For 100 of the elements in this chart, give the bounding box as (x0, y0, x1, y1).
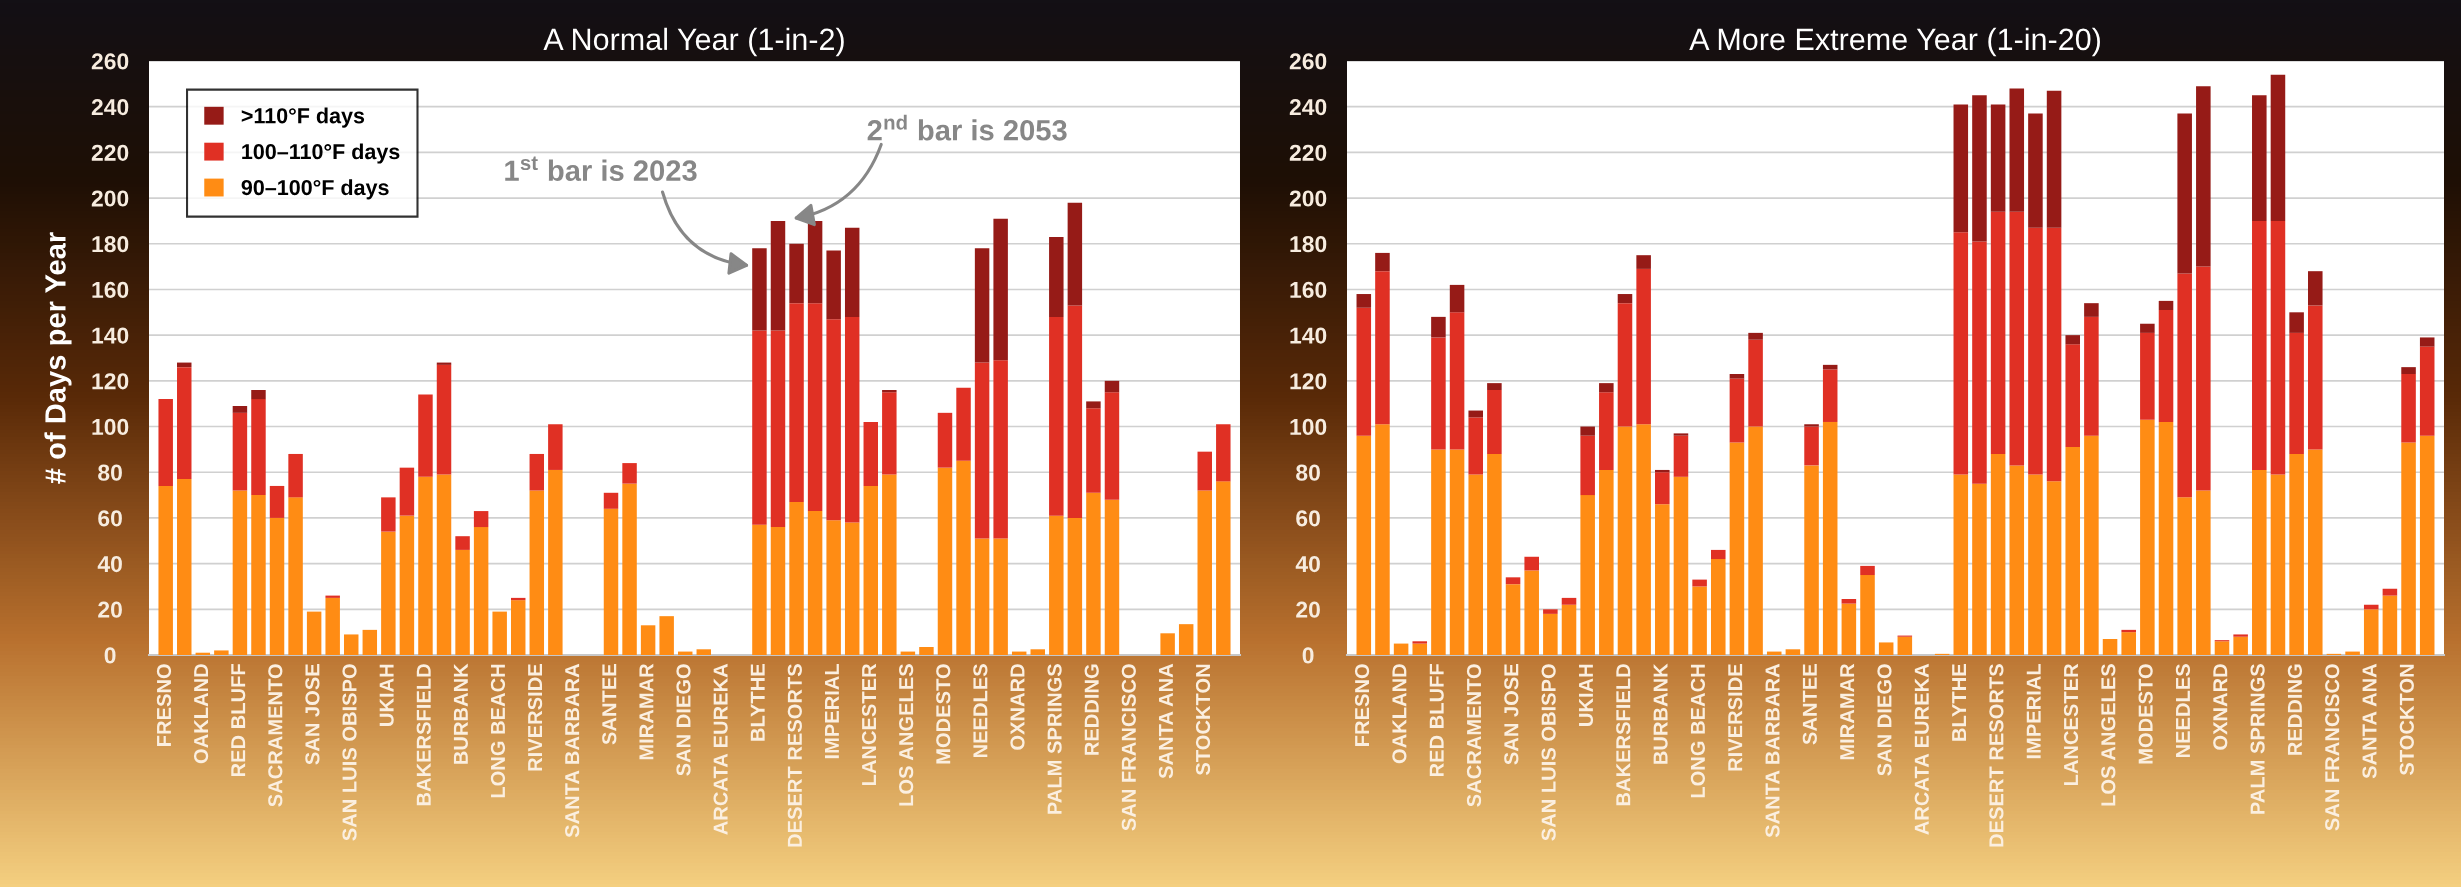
bar (1860, 565, 1875, 576)
x-tick-label: NEEDLES (2175, 664, 2191, 758)
bar (2009, 211, 2025, 466)
bar (288, 453, 303, 498)
bar (2401, 373, 2416, 443)
bar (2196, 490, 2211, 655)
bar (455, 536, 470, 550)
bar (974, 362, 990, 539)
bar (1449, 284, 1465, 313)
bar (1375, 271, 1390, 425)
bar (2270, 74, 2286, 221)
bar (882, 392, 897, 475)
x-tick-label: SAN FRANCISCO (2325, 664, 2340, 831)
y-tick-label: 40 (1295, 555, 1320, 573)
bar (1673, 435, 1689, 477)
bar (640, 625, 656, 655)
x-tick-label: RIVERSIDE (527, 664, 543, 771)
bar (381, 531, 396, 655)
bar (2196, 266, 2211, 491)
annotation: 2$^{nd}$ bar is 2053 (867, 114, 1067, 141)
bar (807, 511, 823, 655)
bar (993, 538, 1008, 655)
x-tick-label: BAKERSFIELD (1616, 664, 1631, 806)
x-tick-label: SANTA ANA (1158, 663, 1174, 779)
bar (381, 497, 396, 532)
bar (1617, 426, 1633, 655)
bar (2177, 273, 2192, 498)
x-tick-label: LONG BEACH (1690, 664, 1706, 798)
bar (2028, 227, 2043, 475)
bar (1067, 517, 1083, 655)
bar (1104, 499, 1120, 655)
x-tick-label: DESERT RESORTS (1989, 664, 2004, 847)
x-tick-label: REDDING (2287, 664, 2303, 755)
bar (770, 330, 786, 528)
bar (306, 611, 322, 655)
bar (2084, 435, 2099, 655)
bar (473, 511, 489, 528)
bar (2196, 86, 2211, 267)
bar (1580, 435, 1595, 496)
bar (1086, 408, 1101, 493)
x-tick-label: OXNARD (1010, 664, 1025, 750)
bar (789, 243, 804, 304)
bar (1822, 421, 1838, 655)
bar (2307, 449, 2323, 655)
x-tick-label: SAN JOSE (305, 664, 320, 765)
bar (770, 527, 786, 655)
bar (2084, 303, 2099, 317)
x-tick-label: RIVERSIDE (1728, 664, 1743, 771)
bar (1673, 433, 1689, 436)
bar (2270, 474, 2286, 655)
bar (2121, 629, 2136, 633)
y-axis-title: # of Days per Year (44, 232, 72, 484)
y-tick-label: 60 (98, 510, 122, 527)
bar (752, 248, 767, 331)
bar (2065, 344, 2081, 448)
bar (1599, 469, 1614, 655)
x-tick-label: STOCKTON (1195, 664, 1211, 776)
x-tick-label: FRESNO (156, 664, 172, 746)
bar (1636, 424, 1651, 655)
bar (1748, 332, 1763, 340)
bar (2252, 95, 2267, 221)
y-tick-label: 100 (1290, 418, 1327, 436)
bar (1030, 649, 1045, 655)
bar (993, 218, 1008, 361)
bar (1104, 380, 1120, 393)
bar (1449, 449, 1465, 655)
bar (399, 515, 415, 655)
bar (2009, 88, 2025, 212)
bar (1449, 312, 1465, 450)
bar (863, 421, 878, 486)
y-tick-label: 220 (1289, 144, 1327, 161)
bar (1655, 469, 1670, 473)
bar (1990, 211, 2006, 454)
bar (1487, 389, 1502, 454)
y-tick-label: 40 (97, 555, 122, 573)
bar (974, 248, 990, 363)
bar (1524, 570, 1539, 655)
x-tick-label: SAN FRANCISCO (1121, 664, 1136, 831)
y-tick-label: 200 (91, 190, 129, 207)
y-tick-label: 20 (98, 601, 122, 618)
bar (2140, 332, 2155, 420)
bar (1067, 305, 1083, 518)
bar (1599, 383, 1614, 393)
bar (2177, 113, 2192, 274)
bar (1617, 303, 1633, 427)
bar (1710, 549, 1726, 560)
bar (2363, 604, 2379, 610)
bar (622, 483, 637, 655)
bar (251, 495, 266, 655)
bar (1785, 649, 1801, 655)
x-tick-label: RED BLUFF (1429, 664, 1444, 777)
bar (473, 527, 489, 655)
bar (1049, 515, 1064, 655)
bar (232, 490, 248, 655)
x-tick-label: NEEDLES (973, 664, 988, 758)
x-tick-label: PALM SPRINGS (1047, 664, 1062, 814)
x-tick-label: LOS ANGELES (899, 664, 914, 806)
bar (1524, 556, 1539, 571)
x-tick-label: OAKLAND (193, 664, 209, 764)
bar (2289, 453, 2304, 655)
